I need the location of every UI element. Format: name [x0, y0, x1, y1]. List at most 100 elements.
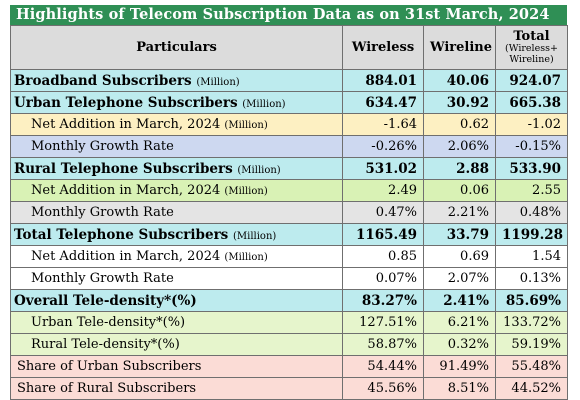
table-row: Urban Telephone Subscribers (Million) 63…: [10, 91, 568, 114]
header-particulars: Particulars: [10, 25, 343, 70]
header-total-sub1: (Wireless+: [505, 42, 558, 54]
cell-wireless: 58.87%: [342, 333, 424, 356]
row-label-text: Rural Telephone Subscribers: [14, 160, 233, 177]
table-row: Urban Tele-density*(%) 127.51% 6.21% 133…: [10, 311, 568, 334]
row-label: Overall Tele-density*(%): [10, 289, 343, 312]
row-label-text: Net Addition in March, 2024: [31, 249, 221, 264]
row-label: Net Addition in March, 2024 (Million): [10, 179, 343, 202]
row-label: Monthly Growth Rate: [10, 267, 343, 290]
row-label: Urban Telephone Subscribers (Million): [10, 91, 343, 114]
cell-wireline: 6.21%: [423, 311, 496, 334]
row-label: Rural Tele-density*(%): [10, 333, 343, 356]
row-label: Broadband Subscribers (Million): [10, 69, 343, 92]
table-row: Net Addition in March, 2024 (Million) -1…: [10, 113, 568, 136]
table-header-row: Particulars Wireless Wireline Total (Wir…: [10, 25, 568, 70]
cell-wireline: 2.06%: [423, 135, 496, 158]
table-row: Rural Telephone Subscribers (Million) 53…: [10, 157, 568, 180]
cell-total: 1199.28: [495, 223, 568, 246]
row-label-text: Monthly Growth Rate: [31, 205, 174, 220]
row-label-text: Urban Telephone Subscribers: [14, 94, 238, 111]
cell-wireline: 0.32%: [423, 333, 496, 356]
table-row: Net Addition in March, 2024 (Million) 2.…: [10, 179, 568, 202]
table-row: Monthly Growth Rate 0.47% 2.21% 0.48%: [10, 201, 568, 224]
table-row: Total Telephone Subscribers (Million) 11…: [10, 223, 568, 246]
cell-wireline: 2.88: [423, 157, 496, 180]
page-title: Highlights of Telecom Subscription Data …: [10, 5, 567, 25]
row-label-text: Net Addition in March, 2024: [31, 183, 221, 198]
row-label: Monthly Growth Rate: [10, 201, 343, 224]
row-label-text: Monthly Growth Rate: [31, 139, 174, 154]
cell-wireless: 531.02: [342, 157, 424, 180]
table-row: Monthly Growth Rate -0.26% 2.06% -0.15%: [10, 135, 568, 158]
table-row: Share of Urban Subscribers 54.44% 91.49%…: [10, 355, 568, 378]
cell-wireless: 0.07%: [342, 267, 424, 290]
row-label: Net Addition in March, 2024 (Million): [10, 245, 343, 268]
cell-wireline: 30.92: [423, 91, 496, 114]
table-row: Rural Tele-density*(%) 58.87% 0.32% 59.1…: [10, 333, 568, 356]
header-wireless: Wireless: [342, 25, 424, 70]
cell-wireless: -1.64: [342, 113, 424, 136]
cell-wireless: 1165.49: [342, 223, 424, 246]
cell-total: 533.90: [495, 157, 568, 180]
cell-total: 665.38: [495, 91, 568, 114]
cell-wireless: 54.44%: [342, 355, 424, 378]
row-unit: (Million): [224, 186, 268, 197]
header-wireline: Wireline: [423, 25, 496, 70]
cell-wireless: -0.26%: [342, 135, 424, 158]
cell-total: 0.48%: [495, 201, 568, 224]
cell-wireless: 634.47: [342, 91, 424, 114]
cell-wireless: 83.27%: [342, 289, 424, 312]
cell-wireline: 8.51%: [423, 377, 496, 400]
cell-wireline: 0.69: [423, 245, 496, 268]
cell-wireless: 0.47%: [342, 201, 424, 224]
row-label: Urban Tele-density*(%): [10, 311, 343, 334]
row-label: Total Telephone Subscribers (Million): [10, 223, 343, 246]
row-unit: (Million): [233, 230, 277, 242]
cell-total: 2.55: [495, 179, 568, 202]
row-label: Monthly Growth Rate: [10, 135, 343, 158]
header-total: Total (Wireless+ Wireline): [495, 25, 568, 70]
cell-wireless: 884.01: [342, 69, 424, 92]
row-label: Share of Rural Subscribers: [10, 377, 343, 400]
cell-total: -0.15%: [495, 135, 568, 158]
row-label-text: Overall Tele-density*(%): [14, 292, 197, 309]
row-unit: (Million): [196, 76, 240, 88]
row-unit: (Million): [237, 164, 281, 176]
cell-wireline: 2.41%: [423, 289, 496, 312]
table-row: Net Addition in March, 2024 (Million) 0.…: [10, 245, 568, 268]
row-unit: (Million): [224, 120, 268, 131]
cell-total: -1.02: [495, 113, 568, 136]
row-label-text: Rural Tele-density*(%): [31, 337, 180, 352]
row-label-text: Urban Tele-density*(%): [31, 315, 186, 330]
row-label: Net Addition in March, 2024 (Million): [10, 113, 343, 136]
cell-total: 924.07: [495, 69, 568, 92]
cell-wireless: 45.56%: [342, 377, 424, 400]
row-label-text: Broadband Subscribers: [14, 72, 192, 89]
table-row: Overall Tele-density*(%) 83.27% 2.41% 85…: [10, 289, 568, 312]
cell-total: 133.72%: [495, 311, 568, 334]
cell-total: 0.13%: [495, 267, 568, 290]
header-total-sub2: Wireline): [509, 53, 554, 65]
row-unit: (Million): [224, 252, 268, 263]
cell-total: 1.54: [495, 245, 568, 268]
cell-wireline: 33.79: [423, 223, 496, 246]
table-row: Broadband Subscribers (Million) 884.01 4…: [10, 69, 568, 92]
subscription-table: Particulars Wireless Wireline Total (Wir…: [10, 25, 568, 400]
cell-wireline: 2.21%: [423, 201, 496, 224]
cell-wireless: 2.49: [342, 179, 424, 202]
row-label: Rural Telephone Subscribers (Million): [10, 157, 343, 180]
table-row: Share of Rural Subscribers 45.56% 8.51% …: [10, 377, 568, 400]
cell-wireline: 0.06: [423, 179, 496, 202]
cell-total: 44.52%: [495, 377, 568, 400]
row-label-text: Total Telephone Subscribers: [14, 226, 229, 243]
cell-total: 85.69%: [495, 289, 568, 312]
cell-wireline: 2.07%: [423, 267, 496, 290]
cell-wireless: 127.51%: [342, 311, 424, 334]
cell-total: 55.48%: [495, 355, 568, 378]
row-label: Share of Urban Subscribers: [10, 355, 343, 378]
table-row: Monthly Growth Rate 0.07% 2.07% 0.13%: [10, 267, 568, 290]
row-label-text: Monthly Growth Rate: [31, 271, 174, 286]
cell-total: 59.19%: [495, 333, 568, 356]
cell-wireline: 0.62: [423, 113, 496, 136]
cell-wireless: 0.85: [342, 245, 424, 268]
